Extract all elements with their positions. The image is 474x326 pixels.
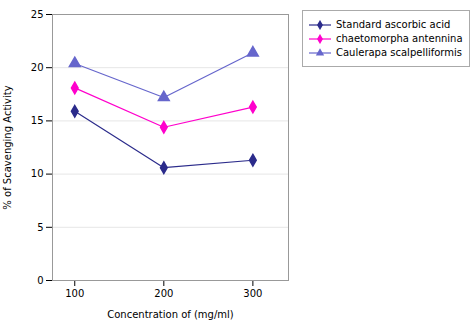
svg-text:300: 300 <box>243 288 262 299</box>
html-text:Caulerapa scalpelliformis: Caulerapa scalpelliformis <box>336 47 462 58</box>
svg-text:10: 10 <box>31 168 44 179</box>
svg-text:25: 25 <box>31 9 44 20</box>
svg-text:5: 5 <box>37 222 43 233</box>
svg-text:100: 100 <box>65 288 84 299</box>
html-text:Standard ascorbic acid: Standard ascorbic acid <box>336 19 451 30</box>
svg-text:Concentration of (mg/ml): Concentration of (mg/ml) <box>107 309 234 320</box>
svg-text:% of Scavenging Activity: % of Scavenging Activity <box>2 85 13 209</box>
svg-text:200: 200 <box>154 288 173 299</box>
html-text:chaetomorpha antennina: chaetomorpha antennina <box>336 33 463 44</box>
svg-text:20: 20 <box>31 62 44 73</box>
svg-text:0: 0 <box>37 275 43 286</box>
svg-text:15: 15 <box>31 115 44 126</box>
